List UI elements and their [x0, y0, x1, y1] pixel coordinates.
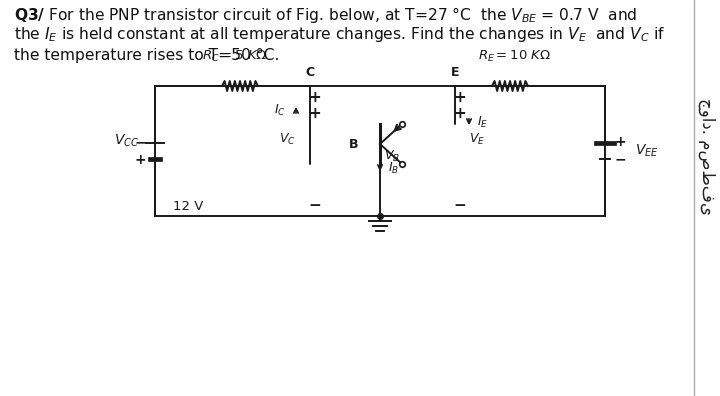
Text: +: +	[454, 107, 467, 122]
Text: +: +	[134, 153, 146, 167]
Text: $V_{EE}$: $V_{EE}$	[635, 143, 659, 159]
Text: the $I_E$ is held constant at all temperature changes. Find the changes in $V_E$: the $I_E$ is held constant at all temper…	[14, 25, 665, 44]
Text: −: −	[309, 198, 321, 213]
Text: +: +	[309, 107, 321, 122]
Text: −: −	[614, 153, 626, 167]
Text: $R_E = 10\ K\Omega$: $R_E = 10\ K\Omega$	[478, 49, 552, 64]
Text: the temperature rises to T=50 °C.: the temperature rises to T=50 °C.	[14, 48, 279, 63]
Text: +: +	[309, 91, 321, 105]
Text: E: E	[451, 67, 459, 80]
Text: $R_C = 5\ K\Omega$: $R_C = 5\ K\Omega$	[202, 49, 268, 64]
Text: $V_C$: $V_C$	[279, 131, 296, 147]
Text: $V_E$: $V_E$	[469, 131, 485, 147]
Text: B: B	[349, 137, 359, 150]
Text: $I_E$: $I_E$	[477, 114, 488, 129]
Text: −: −	[454, 198, 467, 213]
Text: $I_C$: $I_C$	[274, 103, 286, 118]
Text: $\mathbf{Q3/}$ For the PNP transistor circuit of Fig. below, at T=27 °C  the $V_: $\mathbf{Q3/}$ For the PNP transistor ci…	[14, 5, 637, 25]
Text: +: +	[614, 135, 626, 149]
Text: C: C	[305, 67, 315, 80]
Text: +: +	[454, 91, 467, 105]
Text: 12 V: 12 V	[173, 200, 203, 213]
Text: $V_B$: $V_B$	[384, 148, 400, 164]
Text: $V_{CC}$: $V_{CC}$	[114, 133, 140, 149]
Text: جواد. مصطفى: جواد. مصطفى	[698, 97, 716, 215]
Text: $I_B$: $I_B$	[388, 160, 399, 175]
Text: −: −	[134, 135, 146, 149]
